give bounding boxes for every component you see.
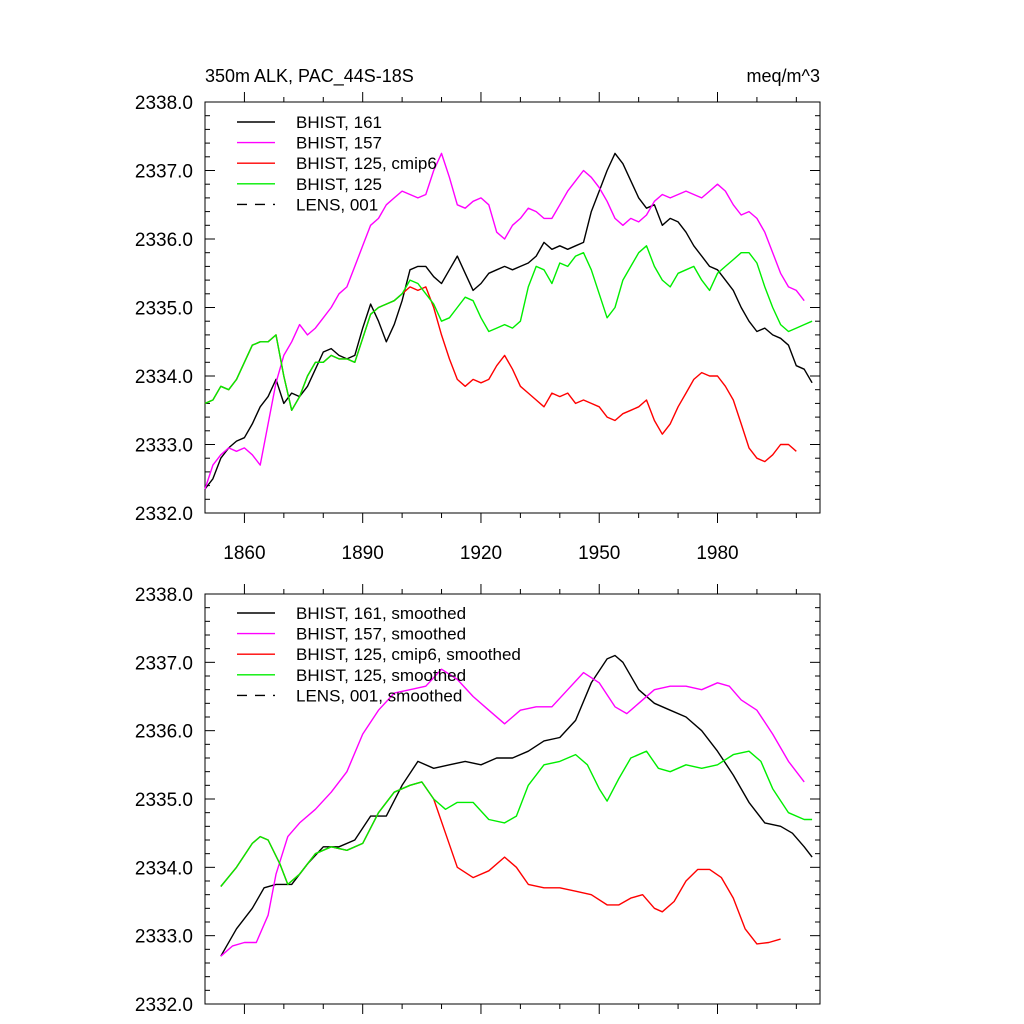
series-line-2	[204, 152, 805, 490]
y-tick-label: 2336.0	[135, 230, 193, 251]
legend-label: BHIST, 125, cmip6	[296, 154, 437, 173]
y-tick-label: 2332.0	[135, 504, 193, 525]
y-tick-label: 2334.0	[135, 858, 193, 879]
series-line-3	[204, 286, 797, 463]
legend-label: BHIST, 125, smoothed	[296, 666, 466, 685]
series-line-4	[220, 750, 813, 887]
series-line-3	[220, 781, 781, 945]
legend-label: BHIST, 125	[296, 175, 382, 194]
series-line-1	[204, 152, 813, 490]
y-tick-label: 2338.0	[135, 93, 193, 114]
legend-label: BHIST, 157	[296, 134, 382, 153]
panel-1: 2332.0 2333.0 2334.0 2335.0 2336.0 2337.0 2338…	[135, 66, 821, 564]
y-tick-label: 2335.0	[135, 299, 193, 320]
chart-title-right: meq/m^3	[747, 66, 820, 86]
panel-2: 2332.0 2333.0 2334.0 2335.0 2336.0 2337.0 2338…	[135, 584, 821, 1016]
y-tick-label: 2337.0	[135, 162, 193, 183]
legend-label: LENS, 001	[296, 195, 378, 214]
legend-label: BHIST, 125, cmip6, smoothed	[296, 645, 521, 664]
y-tick-label: 2336.0	[135, 722, 193, 743]
y-tick-label: 2334.0	[135, 367, 193, 388]
legend-label: BHIST, 161	[296, 113, 382, 132]
legend-label: BHIST, 157, smoothed	[296, 625, 466, 644]
x-tick-label: 1980	[696, 543, 738, 564]
series-line-4	[204, 245, 813, 411]
legend-label: LENS, 001, smoothed	[296, 686, 462, 705]
x-tick-label: 1860	[223, 543, 265, 564]
x-tick-label: 1920	[460, 543, 502, 564]
x-tick-label: 1890	[342, 543, 384, 564]
y-tick-label: 2338.0	[135, 585, 193, 606]
y-tick-label: 2335.0	[135, 790, 193, 811]
x-tick-label: 1950	[578, 543, 620, 564]
legend-label: BHIST, 161, smoothed	[296, 604, 466, 623]
chart-title-left: 350m ALK, PAC_44S-18S	[205, 66, 414, 87]
y-tick-label: 2337.0	[135, 653, 193, 674]
y-tick-label: 2333.0	[135, 927, 193, 948]
y-tick-label: 2333.0	[135, 436, 193, 457]
y-tick-label: 2332.0	[135, 995, 193, 1016]
series-line-2	[220, 668, 805, 957]
